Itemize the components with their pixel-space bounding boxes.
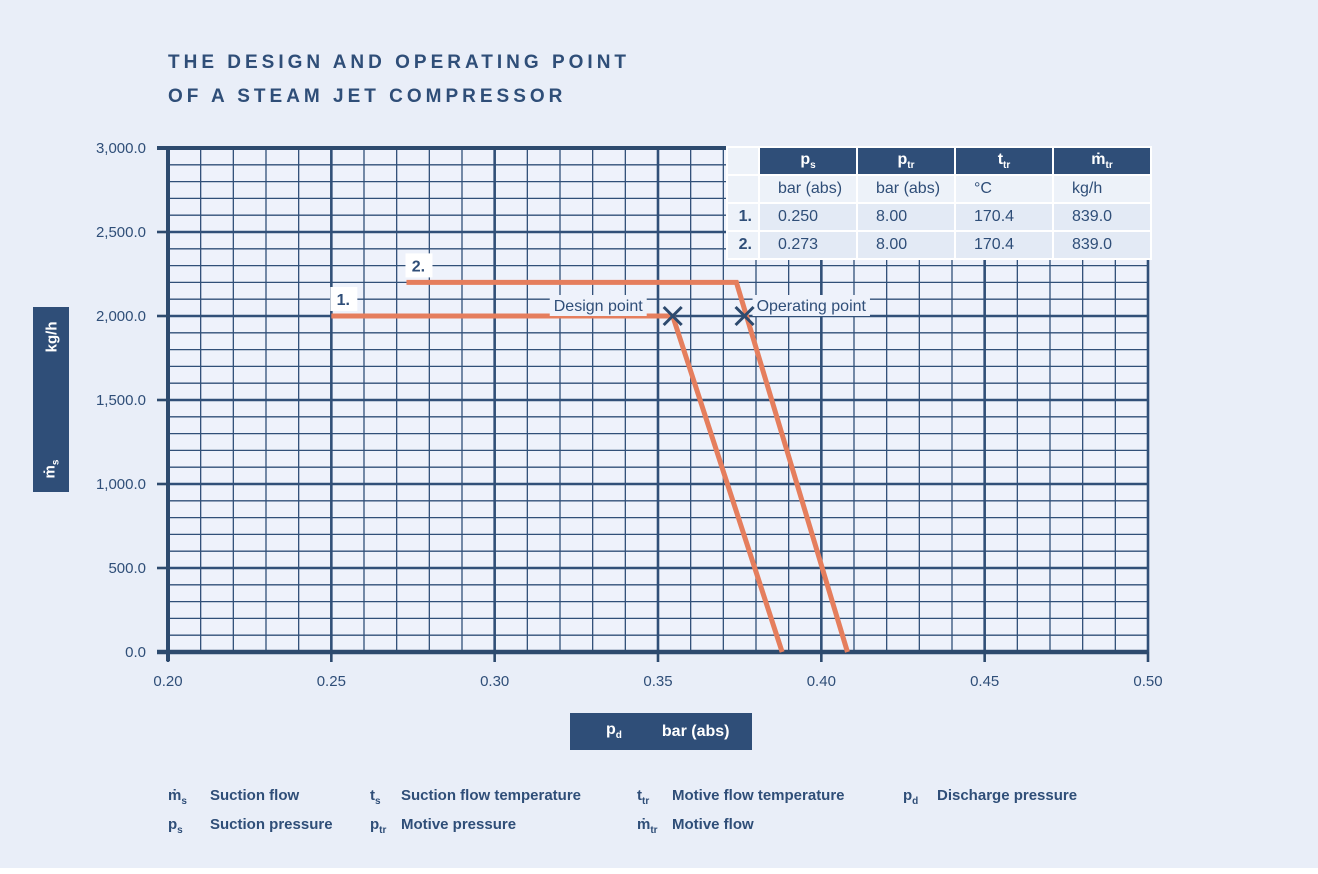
value-cell: 839.0 — [1054, 204, 1150, 230]
legend-column: pd Discharge pressure — [903, 784, 1077, 813]
y-tick-label: 1,000.0 — [96, 476, 146, 493]
title-line-2: OF A STEAM JET COMPRESSOR — [168, 86, 567, 107]
legend-symbol: ṁtr — [637, 816, 658, 836]
unit-cell: bar (abs) — [858, 176, 954, 202]
legend-column: ṁs Suction flow ps Suction pressure — [168, 784, 333, 842]
x-tick-label: 0.40 — [807, 673, 836, 690]
legend-item-motive-flow: ṁtr Motive flow — [637, 813, 845, 842]
design-point-label: Design point — [554, 298, 644, 315]
y-tick-label: 0.0 — [125, 644, 146, 661]
legend-item-suction-flow: ṁs Suction flow — [168, 784, 333, 813]
x-axis-symbol: pd — [606, 721, 622, 742]
legend-item-discharge-pressure: pd Discharge pressure — [903, 784, 1077, 813]
y-tick-label: 3,000.0 — [96, 140, 146, 157]
operating-point-marker — [734, 305, 755, 327]
row-label: 2. — [728, 232, 758, 258]
page-title: THE DESIGN AND OPERATING POINT OF A STEA… — [168, 46, 630, 114]
curve-2 — [406, 279, 850, 653]
y-axis-label-box: ṁs kg/h — [33, 307, 69, 492]
design-point-marker — [662, 305, 683, 327]
legend-item-motive-pressure: ptr Motive pressure — [370, 813, 581, 842]
operating-point-label-bg — [752, 295, 870, 316]
table-header-row: ps ptr ttr ṁtr — [728, 148, 1150, 174]
y-tick-label: 500.0 — [108, 560, 146, 577]
legend-symbol: ts — [370, 787, 381, 807]
legend-symbol: ps — [168, 816, 183, 836]
unit-cell: bar (abs) — [760, 176, 856, 202]
x-tick-label: 0.35 — [643, 673, 672, 690]
curve-label-box-1 — [330, 287, 358, 311]
x-tick-label: 0.25 — [317, 673, 346, 690]
y-tick-label: 1,500.0 — [96, 392, 146, 409]
bottom-divider — [0, 868, 1318, 874]
title-line-1: THE DESIGN AND OPERATING POINT — [168, 52, 631, 73]
table-corner-cell — [728, 148, 758, 174]
legend-symbol: ptr — [370, 816, 387, 836]
y-tick-label: 2,500.0 — [96, 224, 146, 241]
unit-cell: kg/h — [1054, 176, 1150, 202]
column-header-ptr: ptr — [858, 148, 954, 174]
x-axis-label-box: pd bar (abs) — [570, 713, 752, 750]
column-header-ps: ps — [760, 148, 856, 174]
value-cell: 0.273 — [760, 232, 856, 258]
y-axis-unit: kg/h — [42, 321, 60, 352]
value-cell: 8.00 — [858, 204, 954, 230]
curve-label-box-2 — [405, 253, 433, 278]
legend: ṁs Suction flow ps Suction pressure ts S… — [0, 784, 1318, 848]
value-cell: 170.4 — [956, 232, 1052, 258]
y-axis-label-text: ṁs kg/h — [33, 307, 69, 492]
value-cell: 170.4 — [956, 204, 1052, 230]
legend-symbol: ṁs — [168, 787, 187, 807]
operating-points-table: ps ptr ttr ṁtr bar (abs) bar (abs) °C kg… — [726, 146, 1152, 260]
table-corner-cell — [728, 176, 758, 202]
table-row: 2. 0.273 8.00 170.4 839.0 — [728, 232, 1150, 258]
column-header-ttr: ttr — [956, 148, 1052, 174]
operating-point-label: Operating point — [757, 298, 867, 315]
design-point-label-bg — [549, 295, 647, 316]
value-cell: 839.0 — [1054, 232, 1150, 258]
y-tick-label: 2,000.0 — [96, 308, 146, 325]
x-axis-unit: bar (abs) — [661, 722, 730, 740]
legend-column: ts Suction flow temperature ptr Motive p… — [370, 784, 581, 842]
curve-label-2: 2. — [412, 258, 425, 275]
row-label: 1. — [728, 204, 758, 230]
y-axis-symbol: ṁs — [41, 459, 61, 478]
value-cell: 8.00 — [858, 232, 954, 258]
x-tick-label: 0.45 — [970, 673, 999, 690]
curve-label-1: 1. — [337, 292, 350, 309]
unit-cell: °C — [956, 176, 1052, 202]
legend-item-suction-flow-temperature: ts Suction flow temperature — [370, 784, 581, 813]
legend-symbol: ttr — [637, 787, 650, 807]
x-tick-label: 0.30 — [480, 673, 509, 690]
x-tick-label: 0.20 — [153, 673, 182, 690]
value-cell: 0.250 — [760, 204, 856, 230]
x-tick-label: 0.50 — [1133, 673, 1162, 690]
column-header-mtr: ṁtr — [1054, 148, 1150, 174]
legend-item-motive-flow-temperature: ttr Motive flow temperature — [637, 784, 845, 813]
legend-item-suction-pressure: ps Suction pressure — [168, 813, 333, 842]
table-row: 1. 0.250 8.00 170.4 839.0 — [728, 204, 1150, 230]
legend-column: ttr Motive flow temperature ṁtr Motive f… — [637, 784, 845, 842]
legend-symbol: pd — [903, 787, 919, 807]
table-units-row: bar (abs) bar (abs) °C kg/h — [728, 176, 1150, 202]
